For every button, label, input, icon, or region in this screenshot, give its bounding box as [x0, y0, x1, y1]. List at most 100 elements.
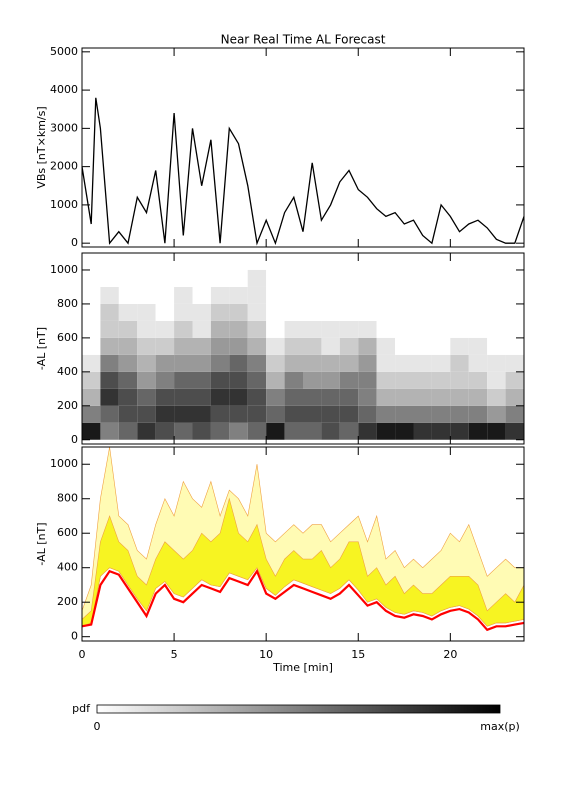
heat-cell: [395, 354, 414, 372]
colorbar-label: pdf: [72, 702, 91, 715]
heat-cell: [284, 388, 303, 406]
heat-cell: [174, 269, 193, 287]
heat-cell: [358, 269, 377, 287]
heat-cell: [137, 371, 156, 389]
heat-cell: [303, 405, 322, 423]
heat-cell: [431, 337, 451, 355]
heat-cell: [450, 337, 469, 355]
heat-cell: [487, 388, 506, 406]
heat-cell: [303, 422, 322, 440]
heat-cell: [413, 337, 432, 355]
heat-cell: [229, 371, 248, 389]
y-tick-label: 400: [57, 561, 78, 574]
heat-cell: [339, 269, 359, 287]
heat-cell: [229, 337, 248, 355]
heat-cell: [229, 303, 248, 321]
heat-cell: [487, 405, 506, 423]
x-tick-label: 0: [79, 648, 86, 661]
heat-cell: [303, 337, 322, 355]
heat-cell: [100, 320, 119, 338]
heat-cell: [118, 337, 138, 355]
heat-cell: [431, 388, 451, 406]
heat-cell: [450, 354, 469, 372]
heat-cell: [137, 388, 156, 406]
heat-cell: [210, 354, 230, 372]
heat-cell: [174, 354, 193, 372]
y-tick-label: 600: [57, 331, 78, 344]
heat-cell: [266, 388, 285, 406]
heat-cell: [468, 269, 488, 287]
heat-cell: [395, 422, 414, 440]
heat-cell: [413, 303, 432, 321]
heat-cell: [303, 354, 322, 372]
heat-cell: [339, 303, 359, 321]
heat-cell: [303, 371, 322, 389]
heat-cell: [192, 320, 211, 338]
heat-cell: [229, 422, 248, 440]
heat-cell: [395, 303, 414, 321]
heat-cell: [468, 405, 488, 423]
heat-cell: [210, 422, 230, 440]
y-tick-label: 3000: [50, 121, 78, 134]
heat-cell: [192, 303, 211, 321]
y-tick-label: 4000: [50, 83, 78, 96]
heat-cell: [266, 371, 285, 389]
heat-cell: [137, 337, 156, 355]
heat-cell: [358, 286, 377, 304]
heat-cell: [155, 371, 175, 389]
heat-cell: [487, 320, 506, 338]
heat-cell: [247, 388, 267, 406]
heat-cell: [358, 388, 377, 406]
heat-cell: [266, 422, 285, 440]
y-tick-label: 0: [71, 630, 78, 643]
heat-cell: [321, 320, 340, 338]
heat-cell: [229, 320, 248, 338]
heat-cell: [137, 354, 156, 372]
heat-cell: [229, 405, 248, 423]
heat-cell: [247, 422, 267, 440]
heat-cell: [210, 269, 230, 287]
heat-cell: [100, 422, 119, 440]
heat-cell: [229, 269, 248, 287]
heat-cell: [266, 286, 285, 304]
heat-cell: [100, 405, 119, 423]
heat-cell: [413, 269, 432, 287]
y-tick-label: 1000: [50, 457, 78, 470]
heat-cell: [339, 371, 359, 389]
heat-cell: [82, 337, 101, 355]
heat-cell: [468, 286, 488, 304]
heat-cell: [210, 303, 230, 321]
heat-cell: [395, 269, 414, 287]
heat-cell: [174, 388, 193, 406]
heat-cell: [284, 320, 303, 338]
heat-cell: [82, 286, 101, 304]
heat-cell: [468, 422, 488, 440]
heat-cell: [137, 303, 156, 321]
heat-cell: [505, 371, 524, 389]
heat-cell: [210, 286, 230, 304]
heat-cell: [229, 388, 248, 406]
heat-cell: [358, 337, 377, 355]
y-tick-label: 5000: [50, 45, 78, 58]
heat-cell: [82, 405, 101, 423]
heat-cell: [505, 320, 524, 338]
heat-cell: [137, 269, 156, 287]
heat-cell: [118, 422, 138, 440]
heat-cell: [431, 269, 451, 287]
heat-cell: [229, 286, 248, 304]
heat-cell: [358, 320, 377, 338]
heat-cell: [174, 337, 193, 355]
heat-cell: [395, 286, 414, 304]
heat-cell: [247, 337, 267, 355]
heat-cell: [487, 371, 506, 389]
heat-cell: [321, 354, 340, 372]
heat-cell: [174, 371, 193, 389]
heat-cell: [468, 337, 488, 355]
y-axis-label: -AL [nT]: [35, 327, 48, 370]
heat-cell: [210, 337, 230, 355]
heat-cell: [210, 320, 230, 338]
heat-cell: [247, 320, 267, 338]
heat-cell: [321, 269, 340, 287]
heat-cell: [358, 422, 377, 440]
heat-cell: [303, 286, 322, 304]
